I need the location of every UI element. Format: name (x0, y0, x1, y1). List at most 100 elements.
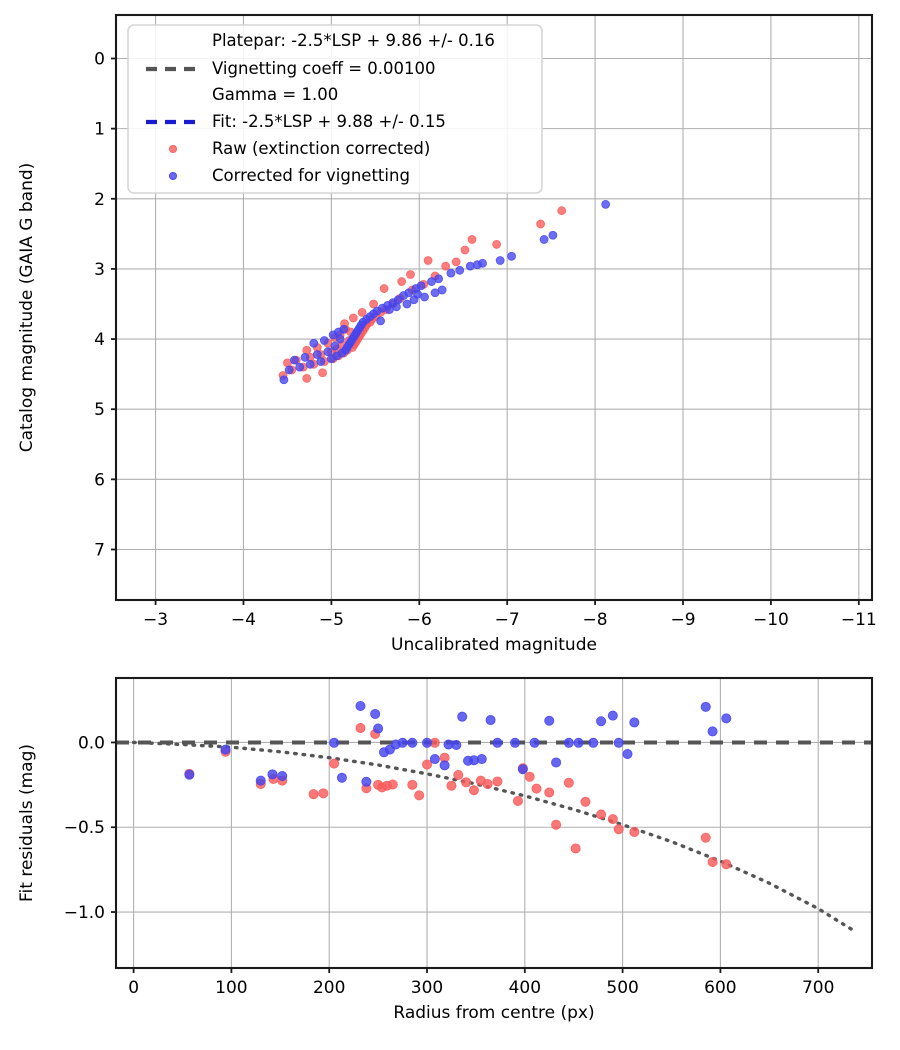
data-point (376, 316, 386, 326)
axis-frame-residuals (114, 676, 874, 970)
data-point (453, 770, 464, 781)
data-point (369, 299, 378, 309)
data-point (430, 288, 440, 298)
x-axis-label: Uncalibrated magnitude (391, 635, 597, 655)
data-point (348, 313, 358, 323)
y-tick-label: 5 (94, 400, 105, 420)
x-tick-label: −5 (319, 610, 344, 630)
data-point (446, 780, 457, 791)
legend-entry-label: Fit: -2.5*LSP + 9.88 +/- 0.15 (212, 112, 446, 131)
data-point (629, 826, 640, 837)
x-tick-label: −7 (495, 610, 520, 630)
data-point (544, 787, 555, 798)
data-point (510, 737, 521, 748)
x-tick-label: 400 (509, 978, 541, 998)
data-point (563, 777, 574, 788)
data-point (601, 199, 611, 209)
legend-entry-label: Raw (extinction corrected) (212, 139, 430, 158)
data-point (323, 347, 333, 357)
legend-swatch-raw-marker (168, 144, 177, 153)
data-point (407, 737, 418, 748)
data-point (326, 354, 336, 364)
data-point (588, 737, 599, 748)
data-point (551, 757, 562, 768)
data-point (284, 365, 294, 375)
data-point (414, 790, 425, 801)
data-point (312, 350, 322, 359)
data-point (461, 777, 472, 788)
data-point (302, 373, 312, 383)
data-point (220, 744, 231, 755)
data-point (406, 270, 415, 279)
data-point (361, 776, 372, 787)
data-point (492, 239, 502, 249)
data-point (485, 715, 496, 726)
data-point (707, 857, 718, 868)
data-point (373, 723, 384, 734)
legend-background (127, 24, 543, 194)
y-tick-label: −1.0 (64, 903, 105, 923)
data-point (355, 723, 366, 734)
data-point (476, 754, 487, 765)
data-point (700, 701, 711, 712)
data-point (622, 748, 633, 759)
y-axis-label: Fit residuals (mag) (17, 744, 37, 902)
data-point (451, 257, 461, 267)
data-point (379, 284, 389, 293)
data-point (309, 338, 319, 348)
legend-entry-label: Vignetting coeff = 0.00100 (212, 59, 436, 78)
data-point (580, 796, 591, 807)
x-tick-label: 100 (215, 978, 247, 998)
data-point (573, 737, 584, 748)
x-tick-label: 600 (704, 978, 736, 998)
y-tick-label: 6 (94, 470, 105, 490)
plot-border (114, 13, 874, 602)
grid-lines-residuals (116, 678, 872, 968)
y-tick-label: 0 (94, 49, 105, 69)
data-point (531, 783, 542, 794)
data-point (468, 785, 479, 796)
data-point (308, 789, 319, 800)
data-point (607, 814, 618, 825)
data-point (357, 308, 367, 317)
y-tick-label: 3 (94, 260, 105, 280)
data-point (423, 256, 433, 265)
data-point (330, 341, 340, 351)
y-tick-label: 0.0 (78, 733, 105, 753)
y-tick-label: 4 (94, 330, 105, 350)
data-point (536, 219, 545, 229)
legend-entry-label: Corrected for vignetting (212, 166, 410, 185)
legend-entry-label: Platepar: -2.5*LSP + 9.86 +/- 0.16 (212, 31, 495, 50)
data-point (529, 737, 540, 748)
data-point (613, 824, 624, 835)
data-point (184, 769, 195, 780)
data-point (267, 769, 278, 780)
data-point (457, 711, 468, 722)
data-point (328, 330, 338, 340)
photometry-calibration-panel: −3 −4 −5 −6 −7 −8 −9 −10 −11 0 1 2 3 4 5 6 7 Uncalibrated… (17, 13, 877, 655)
legend-box: Platepar: -2.5*LSP + 9.86 +/- 0.16 Vignet… (127, 24, 543, 194)
data-point (607, 710, 618, 721)
axis-frame-top (114, 13, 874, 602)
data-point (397, 737, 408, 748)
data-point (446, 268, 456, 278)
fit-residuals-panel: 0 100 200 300 400 500 600 700 0.0 −0.5 −1.0 Radius … (17, 676, 874, 1023)
scatter-series-corrected (279, 199, 611, 385)
data-point (318, 788, 329, 799)
data-point (517, 764, 528, 775)
x-axis-label: Radius from centre (px) (393, 1003, 594, 1023)
data-point (277, 771, 288, 782)
data-point (300, 352, 310, 362)
x-tick-label: 700 (802, 978, 834, 998)
y-tick-label: 1 (94, 120, 105, 140)
data-point (507, 251, 516, 261)
y-axis-label: Catalog magnitude (GAIA G band) (17, 163, 37, 453)
data-point (397, 277, 407, 286)
x-tick-label: −11 (841, 610, 877, 630)
x-tick-label: −8 (583, 610, 608, 630)
data-point (422, 759, 433, 770)
x-tick-label: 300 (411, 978, 443, 998)
data-point (439, 760, 450, 771)
x-tick-label: −6 (407, 610, 432, 630)
data-point (316, 357, 326, 366)
